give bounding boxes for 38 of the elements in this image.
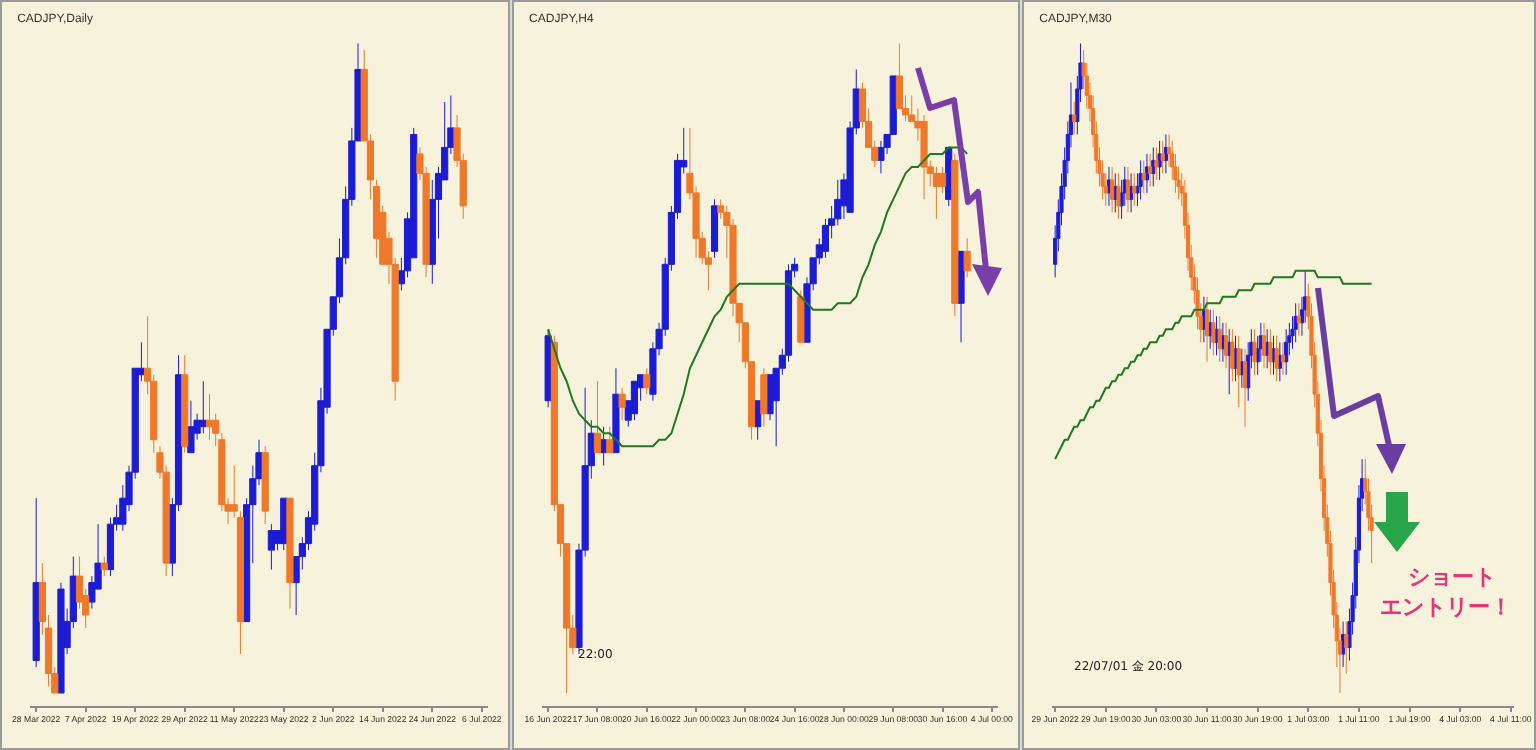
candlestick xyxy=(606,426,614,454)
candlestick xyxy=(612,367,620,454)
candlestick xyxy=(963,237,971,278)
candlestick xyxy=(1144,153,1150,194)
candlestick xyxy=(630,380,639,421)
candlestick xyxy=(951,153,959,317)
candlestick xyxy=(1154,146,1159,181)
candlestick xyxy=(932,166,940,220)
candlestick xyxy=(187,400,195,454)
candlestick xyxy=(544,328,552,408)
candlestick xyxy=(1125,166,1131,213)
candlestick xyxy=(877,140,885,174)
annotation: エントリー！ xyxy=(1380,594,1512,620)
candlestick xyxy=(1261,322,1267,369)
candlestick xyxy=(1204,296,1210,363)
candlestick xyxy=(286,497,294,610)
candlestick xyxy=(1280,341,1286,376)
candlestick xyxy=(760,367,768,428)
candlestick xyxy=(1116,172,1121,220)
candlestick xyxy=(1157,140,1162,181)
candlestick xyxy=(920,114,928,200)
candlestick xyxy=(1252,328,1257,376)
candlestick xyxy=(205,393,214,441)
candlestick xyxy=(710,198,719,259)
candlestick xyxy=(618,387,626,421)
candlestick xyxy=(797,289,805,343)
annotation: ショート xyxy=(1408,564,1496,590)
candlestick xyxy=(199,380,207,434)
candlestick xyxy=(57,582,65,694)
candlestick xyxy=(100,556,108,577)
candlestick xyxy=(261,445,269,525)
candlestick xyxy=(643,367,651,395)
candlestick xyxy=(1106,166,1112,207)
candlestick xyxy=(32,497,40,668)
candlestick xyxy=(181,354,189,454)
candlestick xyxy=(593,380,602,454)
candlestick xyxy=(267,523,275,571)
candlestick xyxy=(1138,159,1143,200)
